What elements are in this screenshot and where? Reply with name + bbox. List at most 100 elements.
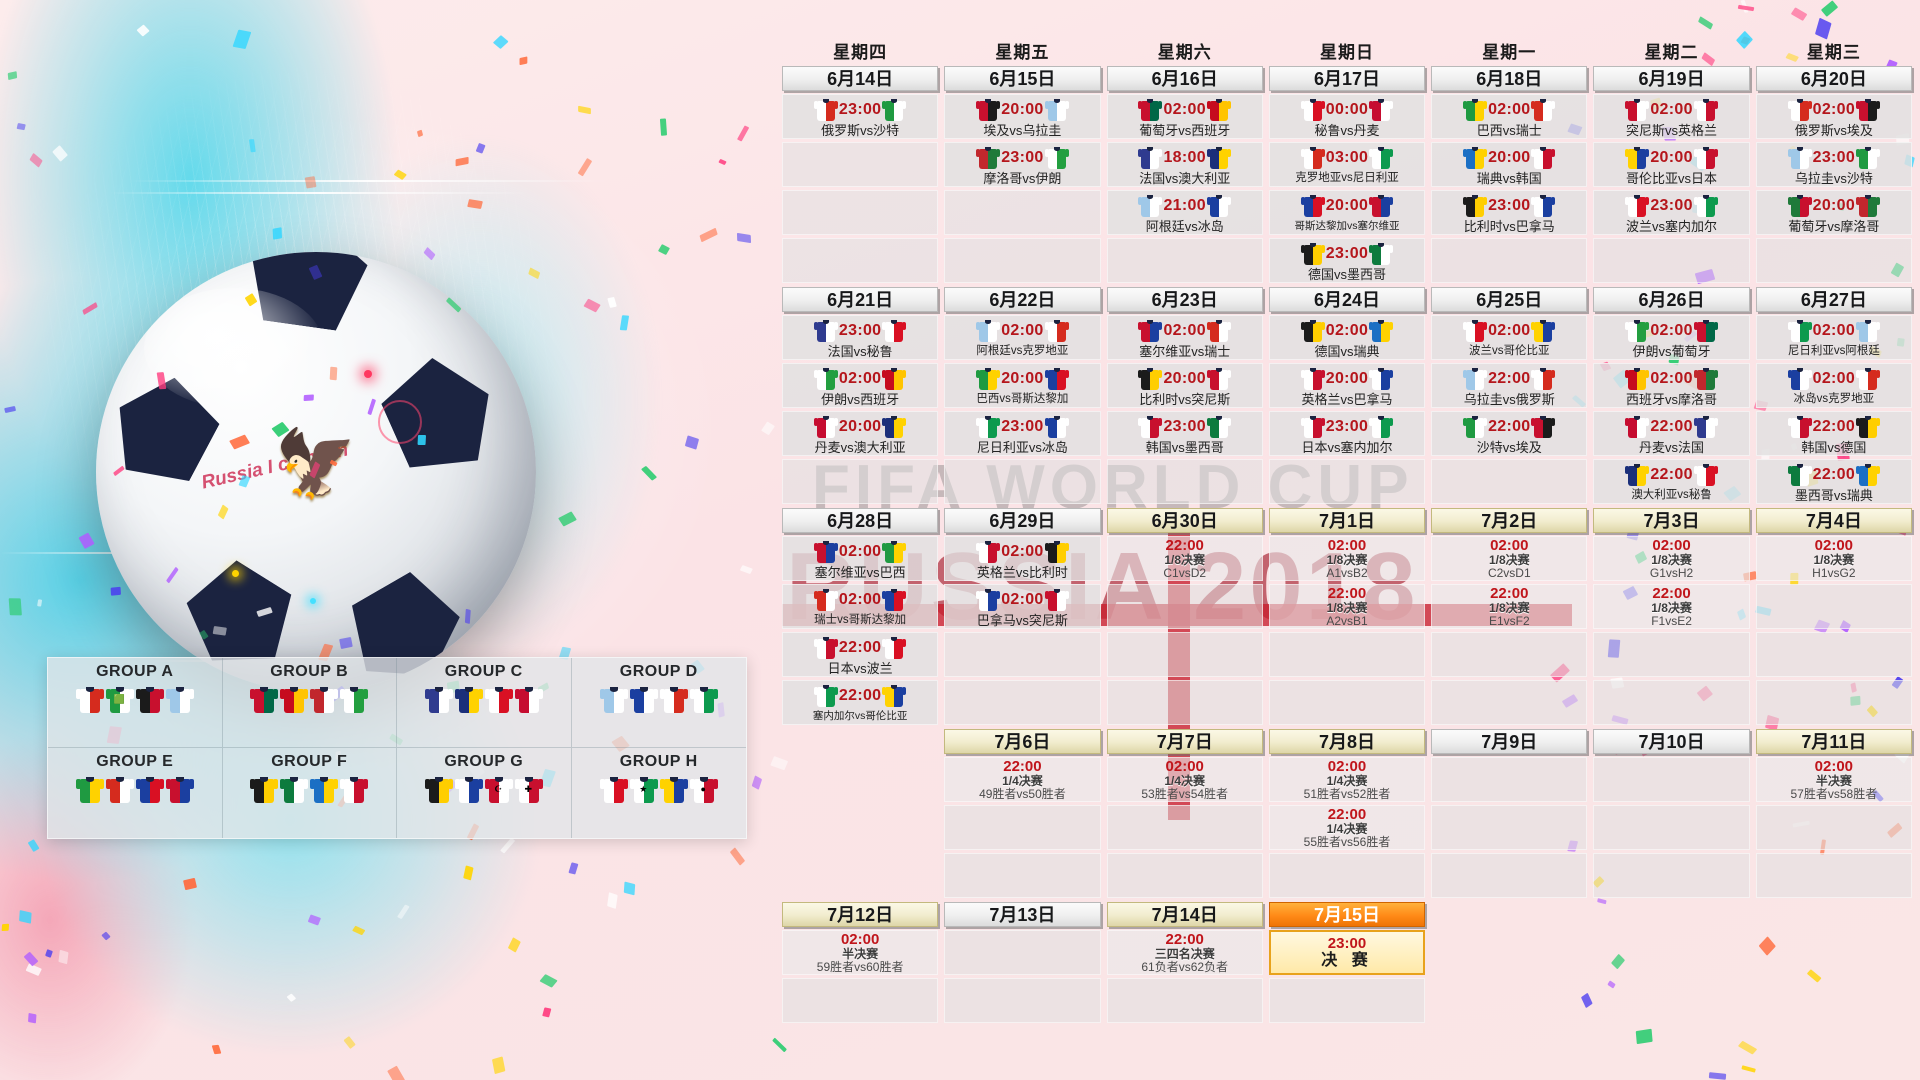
knockout-cell[interactable]: 02:00 半决赛 57胜者vs58胜者 bbox=[1755, 757, 1912, 802]
knockout-cell[interactable]: 22:00 1/8决赛 E1vsF2 bbox=[1431, 584, 1588, 629]
match-cell[interactable]: 02:00 英格兰vs比利时 bbox=[944, 536, 1101, 581]
date-chip[interactable]: 6月23日 bbox=[1106, 287, 1263, 312]
match-cell[interactable]: 22:00 乌拉圭vs俄罗斯 bbox=[1431, 363, 1588, 408]
knockout-cell[interactable]: 22:00 1/4决赛 55胜者vs56胜者 bbox=[1268, 805, 1426, 850]
match-cell[interactable]: 22:00 沙特vs埃及 bbox=[1431, 411, 1588, 456]
match-cell[interactable]: 02:00 塞尔维亚vs巴西 bbox=[782, 536, 939, 581]
date-chip[interactable]: 7月4日 bbox=[1755, 508, 1912, 533]
knockout-cell[interactable]: 22:00 1/8决赛 F1vsE2 bbox=[1593, 584, 1750, 629]
match-cell[interactable]: 00:00 秘鲁vs丹麦 bbox=[1268, 94, 1426, 139]
date-chip[interactable]: 6月30日 bbox=[1106, 508, 1263, 533]
date-chip[interactable]: 6月16日 bbox=[1106, 66, 1263, 91]
knockout-cell[interactable]: 02:00 1/8决赛 G1vsH2 bbox=[1593, 536, 1750, 581]
date-chip[interactable]: 7月9日 bbox=[1431, 729, 1588, 754]
match-cell[interactable]: 02:00 伊朗vs西班牙 bbox=[782, 363, 939, 408]
group-cell-group-b[interactable]: GROUP B bbox=[222, 658, 397, 748]
knockout-cell[interactable]: 02:00 半决赛 59胜者vs60胜者 bbox=[782, 930, 939, 975]
match-cell[interactable]: 20:00 埃及vs乌拉圭 bbox=[944, 94, 1101, 139]
match-cell[interactable]: 22:00 丹麦vs法国 bbox=[1593, 411, 1750, 456]
group-cell-group-h[interactable]: GROUP H ★ ● bbox=[572, 748, 747, 838]
knockout-cell[interactable]: 22:00 1/8决赛 A2vsB1 bbox=[1268, 584, 1426, 629]
match-cell[interactable]: 18:00 法国vs澳大利亚 bbox=[1106, 142, 1263, 187]
knockout-cell[interactable]: 22:00 三四名决赛 61负者vs62负者 bbox=[1106, 930, 1263, 975]
knockout-cell[interactable]: 22:00 1/8决赛 C1vsD2 bbox=[1106, 536, 1263, 581]
date-chip[interactable]: 6月18日 bbox=[1431, 66, 1588, 91]
date-chip[interactable]: 6月22日 bbox=[944, 287, 1101, 312]
date-chip[interactable]: 7月13日 bbox=[944, 902, 1101, 927]
match-cell[interactable]: 22:00 澳大利亚vs秘鲁 bbox=[1593, 459, 1750, 504]
group-cell-group-e[interactable]: GROUP E bbox=[48, 748, 223, 838]
match-cell[interactable]: 02:00 伊朗vs葡萄牙 bbox=[1593, 315, 1750, 360]
knockout-cell[interactable]: 02:00 1/4决赛 53胜者vs54胜者 bbox=[1106, 757, 1263, 802]
match-cell[interactable]: 20:00 葡萄牙vs摩洛哥 bbox=[1755, 190, 1912, 235]
match-cell[interactable]: 22:00 韩国vs德国 bbox=[1755, 411, 1912, 456]
match-cell[interactable]: 02:00 波兰vs哥伦比亚 bbox=[1431, 315, 1588, 360]
match-cell[interactable]: 02:00 瑞士vs哥斯达黎加 bbox=[782, 584, 939, 629]
group-cell-group-a[interactable]: GROUP A 🟩 bbox=[48, 658, 223, 748]
match-cell[interactable]: 23:00 日本vs塞内加尔 bbox=[1268, 411, 1426, 456]
match-cell[interactable]: 02:00 巴西vs瑞士 bbox=[1431, 94, 1588, 139]
match-cell[interactable]: 20:00 巴西vs哥斯达黎加 bbox=[944, 363, 1101, 408]
date-chip[interactable]: 7月3日 bbox=[1593, 508, 1750, 533]
match-cell[interactable]: 23:00 波兰vs塞内加尔 bbox=[1593, 190, 1750, 235]
match-cell[interactable]: 02:00 尼日利亚vs阿根廷 bbox=[1755, 315, 1912, 360]
group-cell-group-f[interactable]: GROUP F bbox=[223, 748, 397, 838]
date-chip[interactable]: 7月1日 bbox=[1268, 508, 1426, 533]
match-cell[interactable]: 02:00 西班牙vs摩洛哥 bbox=[1593, 363, 1750, 408]
knockout-cell[interactable]: 02:00 1/8决赛 H1vsG2 bbox=[1755, 536, 1912, 581]
match-cell[interactable]: 22:00 塞内加尔vs哥伦比亚 bbox=[782, 680, 939, 725]
match-cell[interactable]: 21:00 阿根廷vs冰岛 bbox=[1106, 190, 1263, 235]
match-cell[interactable]: 20:00 哥伦比亚vs日本 bbox=[1593, 142, 1750, 187]
date-chip[interactable]: 6月17日 bbox=[1268, 66, 1426, 91]
date-chip[interactable]: 6月20日 bbox=[1755, 66, 1912, 91]
knockout-cell[interactable]: 02:00 1/4决赛 51胜者vs52胜者 bbox=[1268, 757, 1426, 802]
match-cell[interactable]: 20:00 哥斯达黎加vs塞尔维亚 bbox=[1268, 190, 1426, 235]
match-cell[interactable]: 02:00 冰岛vs克罗地亚 bbox=[1755, 363, 1912, 408]
date-chip[interactable]: 7月10日 bbox=[1593, 729, 1750, 754]
group-cell-group-d[interactable]: GROUP D bbox=[571, 658, 746, 748]
date-chip[interactable]: 6月27日 bbox=[1755, 287, 1912, 312]
match-cell[interactable]: 02:00 塞尔维亚vs瑞士 bbox=[1106, 315, 1263, 360]
date-chip[interactable]: 7月12日 bbox=[782, 902, 939, 927]
match-cell[interactable]: 02:00 葡萄牙vs西班牙 bbox=[1106, 94, 1263, 139]
match-cell[interactable]: 20:00 比利时vs突尼斯 bbox=[1106, 363, 1263, 408]
group-cell-group-c[interactable]: GROUP C bbox=[397, 658, 572, 748]
date-chip[interactable]: 7月7日 bbox=[1106, 729, 1263, 754]
date-chip[interactable]: 6月14日 bbox=[782, 66, 939, 91]
date-chip[interactable]: 7月6日 bbox=[944, 729, 1101, 754]
match-cell[interactable]: 22:00 日本vs波兰 bbox=[782, 632, 939, 677]
date-chip[interactable]: 7月2日 bbox=[1431, 508, 1588, 533]
match-cell[interactable]: 20:00 丹麦vs澳大利亚 bbox=[782, 411, 939, 456]
match-cell[interactable]: 02:00 德国vs瑞典 bbox=[1268, 315, 1426, 360]
date-chip[interactable]: 6月29日 bbox=[944, 508, 1101, 533]
knockout-cell[interactable]: 22:00 1/4决赛 49胜者vs50胜者 bbox=[944, 757, 1101, 802]
knockout-cell[interactable]: 02:00 1/8决赛 C2vsD1 bbox=[1431, 536, 1588, 581]
match-cell[interactable]: 22:00 墨西哥vs瑞典 bbox=[1755, 459, 1912, 504]
date-chip[interactable]: 7月15日 bbox=[1268, 902, 1426, 927]
match-cell[interactable]: 20:00 英格兰vs巴拿马 bbox=[1268, 363, 1426, 408]
match-cell[interactable]: 02:00 俄罗斯vs埃及 bbox=[1755, 94, 1912, 139]
match-cell[interactable]: 23:00 法国vs秘鲁 bbox=[782, 315, 939, 360]
date-chip[interactable]: 7月11日 bbox=[1755, 729, 1912, 754]
match-cell[interactable]: 02:00 巴拿马vs突尼斯 bbox=[944, 584, 1101, 629]
date-chip[interactable]: 6月15日 bbox=[944, 66, 1101, 91]
final-match-cell[interactable]: 23:00 决 赛 bbox=[1268, 930, 1426, 975]
date-chip[interactable]: 6月26日 bbox=[1593, 287, 1750, 312]
date-chip[interactable]: 7月14日 bbox=[1106, 902, 1263, 927]
match-cell[interactable]: 20:00 瑞典vs韩国 bbox=[1431, 142, 1588, 187]
date-chip[interactable]: 6月21日 bbox=[782, 287, 939, 312]
date-chip[interactable]: 6月25日 bbox=[1431, 287, 1588, 312]
match-cell[interactable]: 23:00 韩国vs墨西哥 bbox=[1106, 411, 1263, 456]
date-chip[interactable]: 6月19日 bbox=[1593, 66, 1750, 91]
match-cell[interactable]: 03:00 克罗地亚vs尼日利亚 bbox=[1268, 142, 1426, 187]
date-chip[interactable]: 6月24日 bbox=[1268, 287, 1426, 312]
date-chip[interactable]: 6月28日 bbox=[782, 508, 939, 533]
match-cell[interactable]: 23:00 德国vs墨西哥 bbox=[1268, 238, 1426, 283]
group-cell-group-g[interactable]: GROUP G ☪ ✚ bbox=[397, 748, 572, 838]
match-cell[interactable]: 23:00 尼日利亚vs冰岛 bbox=[944, 411, 1101, 456]
match-cell[interactable]: 23:00 摩洛哥vs伊朗 bbox=[944, 142, 1101, 187]
match-cell[interactable]: 02:00 突尼斯vs英格兰 bbox=[1593, 94, 1750, 139]
date-chip[interactable]: 7月8日 bbox=[1268, 729, 1426, 754]
match-cell[interactable]: 23:00 乌拉圭vs沙特 bbox=[1755, 142, 1912, 187]
match-cell[interactable]: 23:00 俄罗斯vs沙特 bbox=[782, 94, 939, 139]
